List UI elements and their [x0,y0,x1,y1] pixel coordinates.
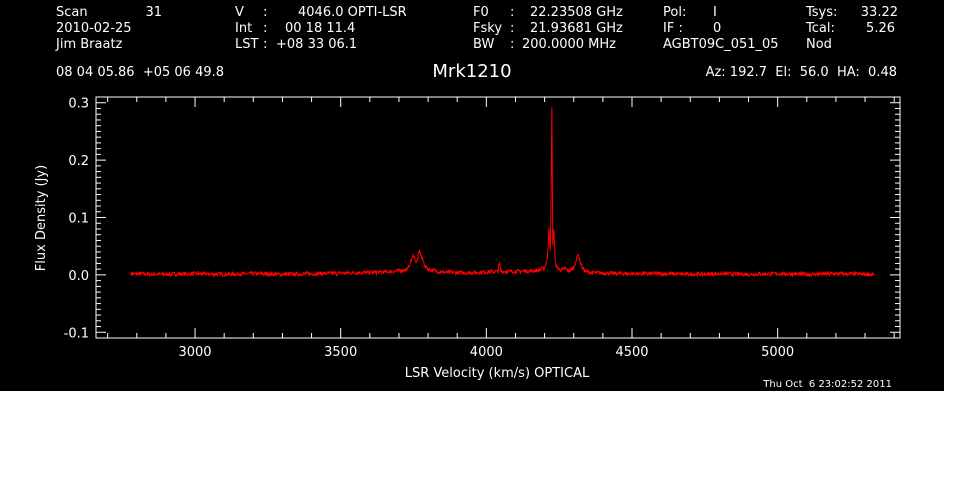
bw-value: 200.0000 MHz [522,37,616,52]
fsky-label: Fsky [473,21,503,36]
x-tick-label: 3000 [178,345,211,360]
scan-label: Scan [56,5,88,20]
scan-value: 31 [145,5,162,20]
y-axis-label: Flux Density (Jy) [34,165,49,271]
obs-date: 2010-02-25 [56,21,132,36]
tcal-value: 5.26 [866,21,895,36]
x-tick-label: 4500 [615,345,648,360]
spectrum-panel: Scan 31 2010-02-25 Jim Braatz V : 4046.0… [0,0,944,391]
lst-label: LST [235,37,259,52]
y-tick-label: 0.2 [68,154,89,169]
fsky-value: 21.93681 GHz [530,21,623,36]
az-el-ha: Az: 192.7 El: 56.0 HA: 0.48 [705,65,897,80]
x-tick-label: 4000 [470,345,503,360]
series-layer [130,107,875,278]
int-label: Int [235,21,253,36]
lst-sep: : [263,37,268,52]
y-tick-label: 0.0 [68,269,89,284]
velocity-label: V [235,5,244,20]
int-sep: : [263,21,268,36]
plot-frame [95,96,901,339]
spectrum-plot: 3000 3500 4000 4500 5000 -0.1 0.0 0.1 0.2 0.3 LSR… [34,96,901,381]
bw-sep: : [510,37,515,52]
velocity-value: 4046.0 OPTI-LSR [298,5,407,20]
y-tick-label: -0.1 [64,326,89,341]
int-value: 00 18 11.4 [285,21,356,36]
tsys-value: 33.22 [860,5,898,20]
bw-label: BW [473,37,495,52]
f0-value: 22.23508 GHz [530,5,623,20]
pol-value: I [713,5,717,20]
ra-dec: 08 04 05.86 +05 06 49.8 [56,65,225,80]
x-axis-label: LSR Velocity (km/s) OPTICAL [405,366,590,381]
fsky-sep: : [510,21,515,36]
spectrum-line [130,107,875,278]
tcal-label: Tcal: [806,21,835,36]
f0-sep: : [510,5,515,20]
y-tick-label: 0.3 [68,97,89,112]
ticks-layer: 3000 3500 4000 4500 5000 -0.1 0.0 0.1 0.2 0.3 [64,96,900,360]
tsys-label: Tsys: [806,5,838,20]
lst-value: +08 33 06.1 [276,37,358,52]
velocity-sep: : [263,5,268,20]
project-id: AGBT09C_051_05 [663,37,779,52]
source-name: Mrk1210 [432,61,512,82]
if-value: 0 [713,21,722,36]
x-tick-label: 5000 [761,345,794,360]
obs-mode: Nod [806,37,832,52]
f0-label: F0 [473,5,489,20]
timestamp: Thu Oct 6 23:02:52 2011 [763,379,892,390]
pol-label: Pol: [663,5,687,20]
if-label: IF : [663,21,683,36]
y-tick-label: 0.1 [68,212,89,227]
observer-name: Jim Braatz [56,37,123,52]
x-tick-label: 3500 [324,345,357,360]
